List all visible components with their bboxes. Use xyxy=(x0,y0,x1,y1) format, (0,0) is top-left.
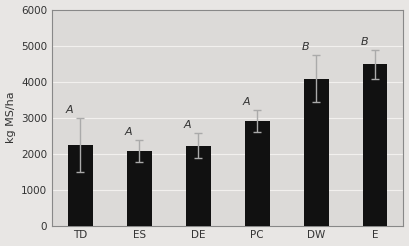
Bar xyxy=(68,145,93,226)
Bar xyxy=(127,151,152,226)
Bar xyxy=(186,146,211,226)
Text: B: B xyxy=(302,42,309,52)
Bar xyxy=(304,79,328,226)
Text: A: A xyxy=(243,97,250,108)
Bar xyxy=(363,64,387,226)
Bar xyxy=(245,121,270,226)
Text: A: A xyxy=(125,127,133,137)
Text: B: B xyxy=(361,37,368,47)
Y-axis label: kg MS/ha: kg MS/ha xyxy=(6,92,16,143)
Text: A: A xyxy=(66,105,74,115)
Text: A: A xyxy=(184,120,191,130)
